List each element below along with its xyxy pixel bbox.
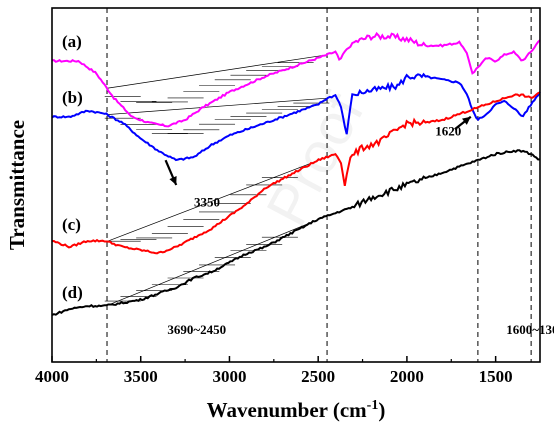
x-tick-label-1500: 1500 <box>479 367 513 386</box>
baseline-2 <box>106 156 328 242</box>
x-tick-label-3500: 3500 <box>124 367 158 386</box>
y-axis-title: Transmittance <box>5 120 29 250</box>
series-label-d: (d) <box>62 283 83 302</box>
arrow-head-1 <box>461 116 471 125</box>
series-line-d <box>51 149 541 316</box>
annotation-1: 1620 <box>435 123 461 138</box>
x-axis-title-sup: -1 <box>367 398 379 413</box>
baseline-1 <box>106 97 328 115</box>
annotation-0: 3350 <box>194 195 220 210</box>
baseline-3 <box>106 215 328 306</box>
x-tick-label-3000: 3000 <box>212 367 246 386</box>
plot-frame <box>51 7 541 363</box>
annotation-2: 3690~2450 <box>167 322 226 337</box>
arrow-head-0 <box>169 176 177 185</box>
series-labels-group: (a) (b) (c) (d) <box>62 32 83 302</box>
annotations-group: 3350 1620 3690~2450 1600~1300 <box>167 123 554 336</box>
series-line-c <box>51 91 541 255</box>
series-line-b <box>51 72 541 162</box>
series-label-b: (b) <box>62 88 83 107</box>
series-group <box>51 31 541 316</box>
annotation-3: 1600~1300 <box>506 322 554 337</box>
baseline-0 <box>106 54 328 89</box>
x-axis-title-end: ) <box>378 398 385 422</box>
arrows-group <box>164 115 472 186</box>
series-label-a: (a) <box>62 32 82 51</box>
series-label-c: (c) <box>62 215 81 234</box>
x-axis-title: Wavenumber (cm-1) <box>207 398 386 422</box>
series-line-a <box>51 31 541 128</box>
x-tick-label-2500: 2500 <box>301 367 335 386</box>
x-axis-title-text: Wavenumber (cm <box>207 398 368 422</box>
x-tick-label-2000: 2000 <box>390 367 424 386</box>
x-axis-ticks: 4000 3500 3000 2500 2000 1500 <box>35 356 513 386</box>
hatched-regions <box>104 54 330 306</box>
x-tick-label-4000: 4000 <box>35 367 69 386</box>
